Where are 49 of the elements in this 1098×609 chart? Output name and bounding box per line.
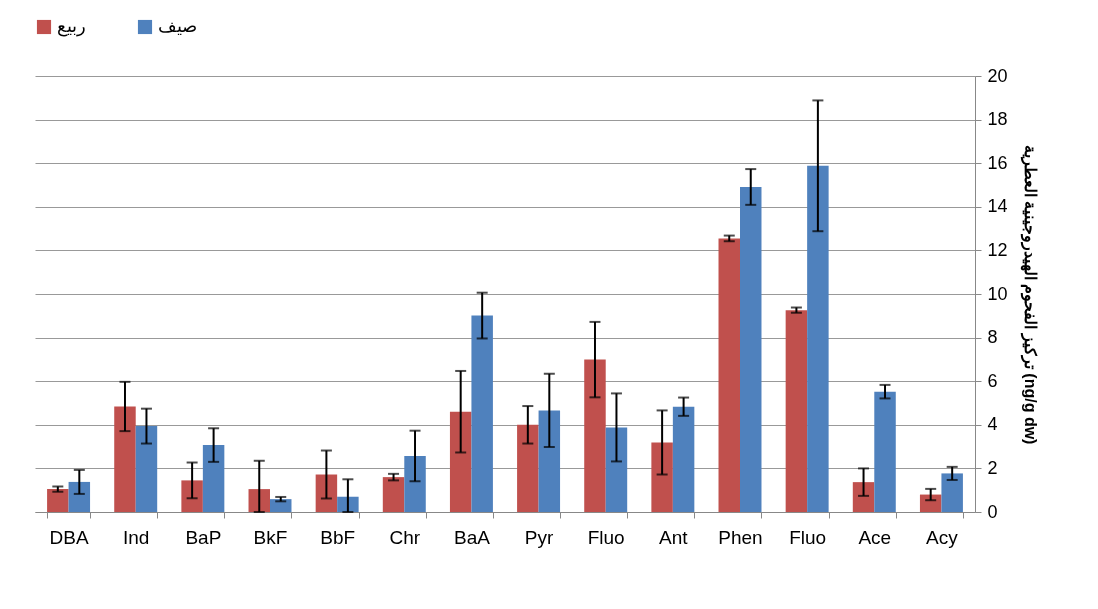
bar xyxy=(404,455,426,512)
bar xyxy=(202,445,225,512)
x-tick-label: BaA xyxy=(453,526,491,548)
x-tick-label: BaP xyxy=(185,526,222,548)
y-axis-title: تركيز الفحوم الهيدروجينية العطرية (ng/g dw) xyxy=(1019,144,1039,445)
y-tick-label: 0 xyxy=(987,501,998,522)
x-tick-label: BbF xyxy=(320,526,356,548)
x-tick-label: Fluo xyxy=(789,526,827,548)
bar xyxy=(651,442,673,512)
x-tick-label: Ace xyxy=(858,526,892,548)
x-tick-label: DBA xyxy=(49,526,89,548)
bar xyxy=(672,406,695,512)
y-tick-label: 4 xyxy=(987,414,998,435)
legend-label: ربيع xyxy=(57,16,86,37)
bar xyxy=(807,165,829,512)
bar xyxy=(181,480,203,512)
bar xyxy=(538,410,561,512)
y-tick-label: 14 xyxy=(987,196,1008,217)
y-tick-label: 12 xyxy=(987,239,1008,260)
y-tick-label: 16 xyxy=(987,152,1008,173)
x-tick-label: Acy xyxy=(926,526,959,548)
bar xyxy=(941,473,963,512)
x-tick-label: Ant xyxy=(659,526,689,548)
bar xyxy=(315,474,338,512)
y-tick-label: 18 xyxy=(987,109,1008,130)
x-tick-label: Pyr xyxy=(524,526,554,548)
bar xyxy=(584,359,606,512)
bar xyxy=(68,481,91,512)
bar xyxy=(471,315,493,512)
y-tick-label: 2 xyxy=(987,457,998,478)
x-tick-label: Fluo xyxy=(587,526,625,548)
y-tick-label: 20 xyxy=(987,65,1008,86)
y-tick-label: 6 xyxy=(987,370,998,391)
bar xyxy=(605,427,628,512)
x-tick-label: Chr xyxy=(389,526,421,548)
x-tick-label: Phen xyxy=(718,526,763,548)
bar xyxy=(449,411,472,512)
x-tick-label: BkF xyxy=(253,526,288,548)
y-tick-label: 8 xyxy=(987,327,998,348)
legend-label: صيف xyxy=(158,16,197,36)
bar xyxy=(740,186,762,512)
bar xyxy=(852,482,875,512)
x-tick-label: Ind xyxy=(123,526,150,548)
bar xyxy=(135,426,158,512)
y-tick-label: 10 xyxy=(987,283,1008,304)
bar xyxy=(114,406,136,512)
bar xyxy=(517,424,539,512)
bar xyxy=(874,391,896,512)
bar xyxy=(919,494,942,512)
